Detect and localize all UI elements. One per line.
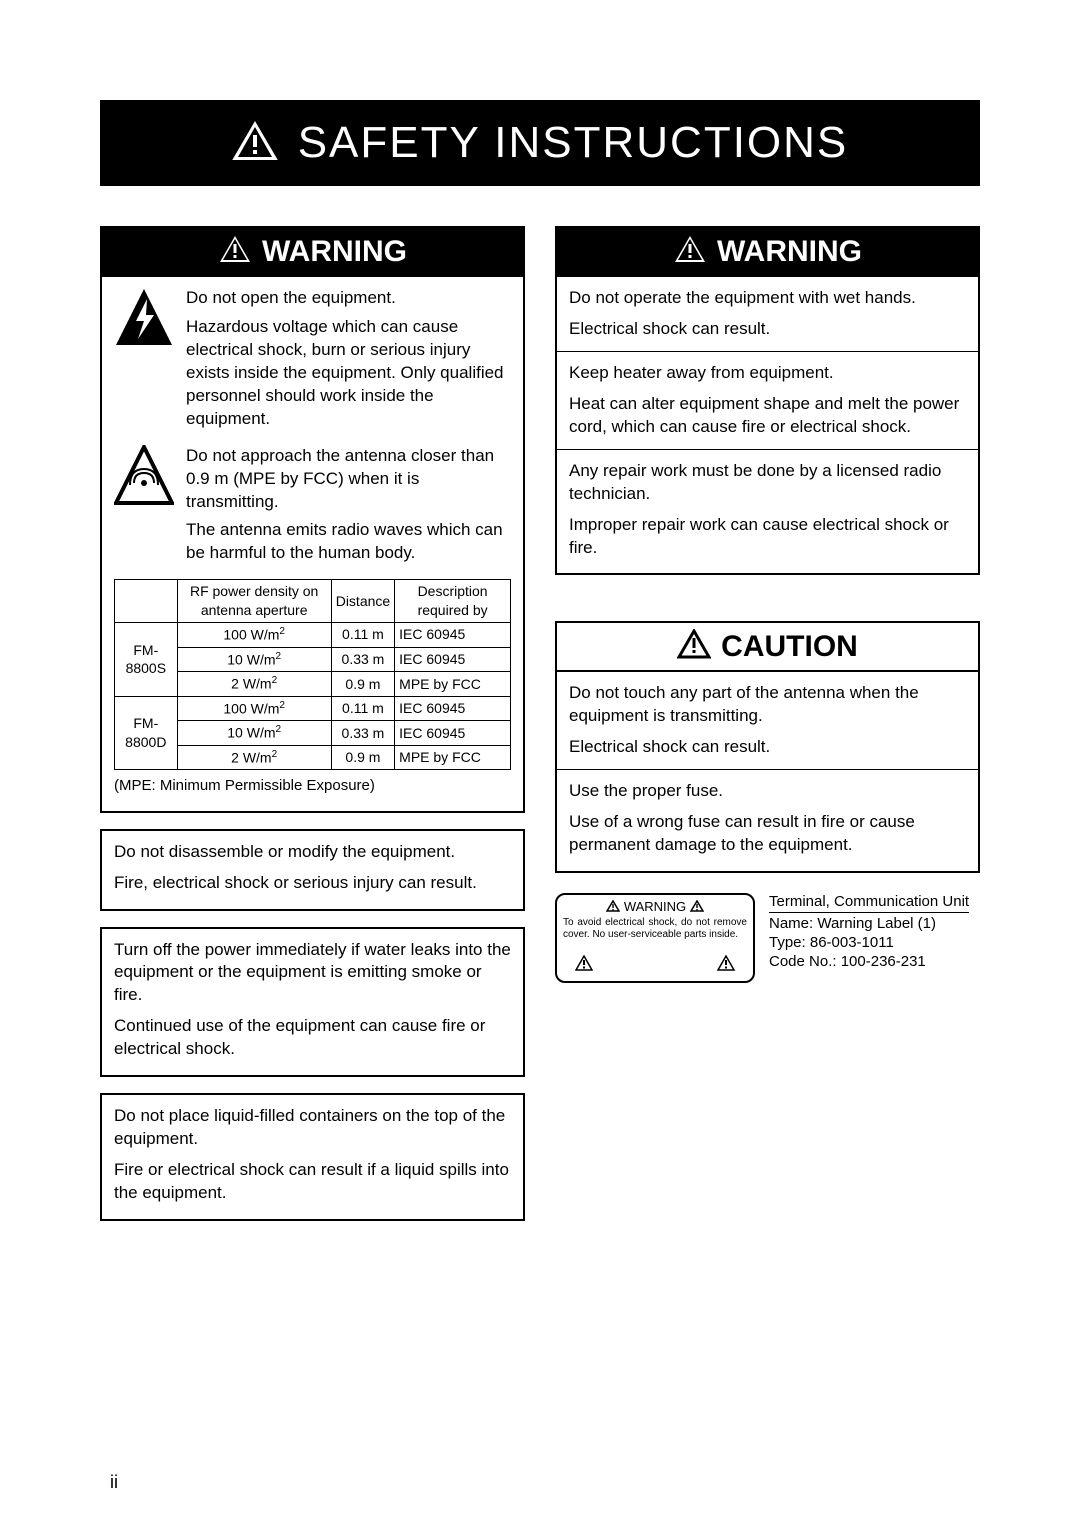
- cell: IEC 60945: [395, 721, 511, 746]
- right-column: WARNING Do not operate the equipment wit…: [555, 226, 980, 1237]
- th-distance: Distance: [331, 580, 394, 623]
- hazard-2-body: The antenna emits radio waves which can …: [186, 519, 511, 565]
- warning-triangle-icon: [690, 900, 704, 916]
- rw3-body: Improper repair work can cause electrica…: [569, 514, 966, 560]
- caution-box: Do not touch any part of the antenna whe…: [555, 672, 980, 873]
- cell: 10 W/m2: [177, 721, 331, 746]
- cell-model: FM-8800S: [115, 623, 178, 697]
- warning-header-left: WARNING: [100, 226, 525, 277]
- cell: IEC 60945: [395, 647, 511, 672]
- b2-body: Fire, electrical shock or serious injury…: [114, 872, 511, 895]
- th-density: RF power density on antenna aperture: [177, 580, 331, 623]
- cell: 0.11 m: [331, 696, 394, 721]
- b3-body: Continued use of the equipment can cause…: [114, 1015, 511, 1061]
- b2-head: Do not disassemble or modify the equipme…: [114, 841, 511, 864]
- rf-density-table: RF power density on antenna aperture Dis…: [114, 579, 511, 770]
- cell: 0.33 m: [331, 647, 394, 672]
- warning-triangle-icon: [575, 955, 593, 975]
- th-model: [115, 580, 178, 623]
- cell: MPE by FCC: [395, 672, 511, 697]
- label-box-head: WARNING: [624, 899, 686, 914]
- title-bar: SAFETY INSTRUCTIONS: [100, 100, 980, 186]
- content-columns: WARNING Do not open the equipment. Hazar…: [100, 226, 980, 1237]
- b4-head: Do not place liquid-filled containers on…: [114, 1105, 511, 1151]
- warning-label: WARNING: [262, 235, 407, 269]
- warning-label-row: WARNING To avoid electrical shock, do no…: [555, 893, 980, 983]
- rw3-head: Any repair work must be done by a licens…: [569, 460, 966, 506]
- warning-header-right: WARNING: [555, 226, 980, 277]
- b3-head: Turn off the power immediately if water …: [114, 939, 511, 1008]
- warning-triangle-icon: [717, 955, 735, 975]
- rf-hazard-icon: [114, 445, 174, 514]
- rw1-body: Electrical shock can result.: [569, 318, 966, 341]
- warning-label-sticker: WARNING To avoid electrical shock, do no…: [555, 893, 755, 983]
- b4-body: Fire or electrical shock can result if a…: [114, 1159, 511, 1205]
- cell: 0.9 m: [331, 672, 394, 697]
- cell: 0.33 m: [331, 721, 394, 746]
- rw2-head: Keep heater away from equipment.: [569, 362, 966, 385]
- th-desc: Description required by: [395, 580, 511, 623]
- hazard-1-head: Do not open the equipment.: [186, 287, 511, 310]
- label-info-1: Terminal, Communication Unit: [769, 893, 969, 910]
- c1-head: Do not touch any part of the antenna whe…: [569, 682, 966, 728]
- warning-triangle-icon: [218, 234, 252, 269]
- c2-head: Use the proper fuse.: [569, 780, 966, 803]
- warning-label: WARNING: [717, 235, 862, 269]
- hazard-box-1: Do not open the equipment. Hazardous vol…: [100, 277, 525, 813]
- electrical-hazard-icon: [114, 287, 174, 356]
- cell: 0.9 m: [331, 745, 394, 770]
- warning-box-3: Turn off the power immediately if water …: [100, 927, 525, 1078]
- warning-box-2: Do not disassemble or modify the equipme…: [100, 829, 525, 911]
- caution-header: CAUTION: [555, 621, 980, 672]
- cell: 2 W/m2: [177, 745, 331, 770]
- left-column: WARNING Do not open the equipment. Hazar…: [100, 226, 525, 1237]
- cell: 100 W/m2: [177, 696, 331, 721]
- warning-box-4: Do not place liquid-filled containers on…: [100, 1093, 525, 1221]
- cell-model: FM-8800D: [115, 696, 178, 770]
- cell: 2 W/m2: [177, 672, 331, 697]
- label-info-2: Name: Warning Label (1): [769, 912, 969, 932]
- warning-triangle-icon: [232, 121, 278, 166]
- warning-triangle-icon: [673, 234, 707, 269]
- page-number: ii: [110, 1472, 118, 1493]
- cell: 10 W/m2: [177, 647, 331, 672]
- right-warning-box: Do not operate the equipment with wet ha…: [555, 277, 980, 575]
- label-info-4: Code No.: 100-236-231: [769, 953, 969, 970]
- cell: 0.11 m: [331, 623, 394, 648]
- hazard-1-body: Hazardous voltage which can cause electr…: [186, 316, 511, 431]
- label-info-3: Type: 86-003-1011: [769, 934, 969, 951]
- c1-body: Electrical shock can result.: [569, 736, 966, 759]
- rw2-body: Heat can alter equipment shape and melt …: [569, 393, 966, 439]
- label-box-text: To avoid electrical shock, do not remove…: [563, 917, 747, 941]
- hazard-2-head: Do not approach the antenna closer than …: [186, 445, 511, 514]
- cell: 100 W/m2: [177, 623, 331, 648]
- rw1-head: Do not operate the equipment with wet ha…: [569, 287, 966, 310]
- label-info: Terminal, Communication Unit Name: Warni…: [769, 893, 969, 972]
- cell: IEC 60945: [395, 696, 511, 721]
- cell: IEC 60945: [395, 623, 511, 648]
- c2-body: Use of a wrong fuse can result in fire o…: [569, 811, 966, 857]
- caution-triangle-icon: [677, 629, 711, 664]
- page-title: SAFETY INSTRUCTIONS: [298, 118, 849, 168]
- cell: MPE by FCC: [395, 745, 511, 770]
- warning-triangle-icon: [606, 900, 620, 916]
- mpe-note: (MPE: Minimum Permissible Exposure): [114, 776, 511, 796]
- caution-label: CAUTION: [721, 630, 858, 664]
